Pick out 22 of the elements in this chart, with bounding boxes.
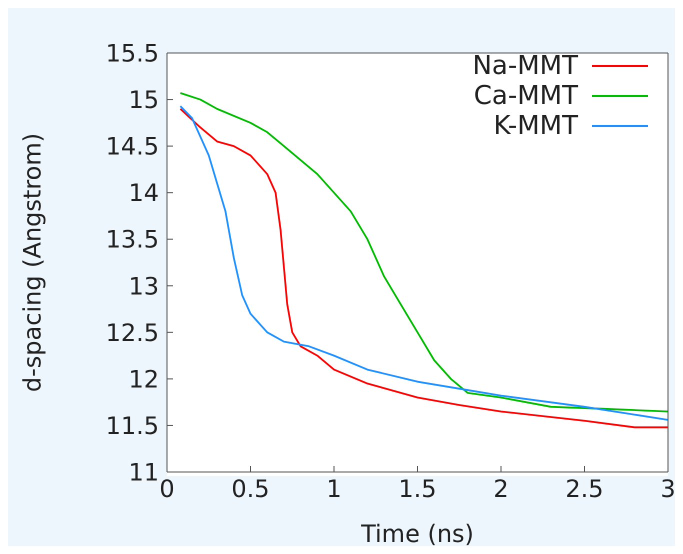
y-tick-label: 15 [128,86,159,114]
legend-label: Na-MMT [472,51,578,81]
y-tick-label: 11 [128,458,159,487]
x-tick-label: 1.5 [398,475,437,504]
x-tick-label: 0.5 [231,475,270,504]
y-tick-label: 14.5 [106,132,159,161]
legend-label: Ca-MMT [474,81,578,111]
x-tick-label: 3 [660,475,676,504]
y-tick-label: 13.5 [106,226,159,254]
x-axis-title: Time (ns) [360,520,474,548]
x-tick-label: 2.5 [565,475,604,504]
y-tick-label: 12.5 [106,318,159,347]
y-tick-label: 14 [128,179,159,208]
y-tick-label: 13 [128,272,159,300]
legend-label: K-MMT [494,111,578,141]
y-tick-label: 15.5 [106,40,159,68]
y-tick-label: 12 [128,365,159,394]
y-axis-title: d-spacing (Angstrom) [18,132,47,392]
x-tick-label: 2 [493,475,509,504]
y-tick-label: 11.5 [106,412,159,440]
x-tick-label: 0 [159,475,175,504]
x-tick-label: 1 [326,475,342,504]
